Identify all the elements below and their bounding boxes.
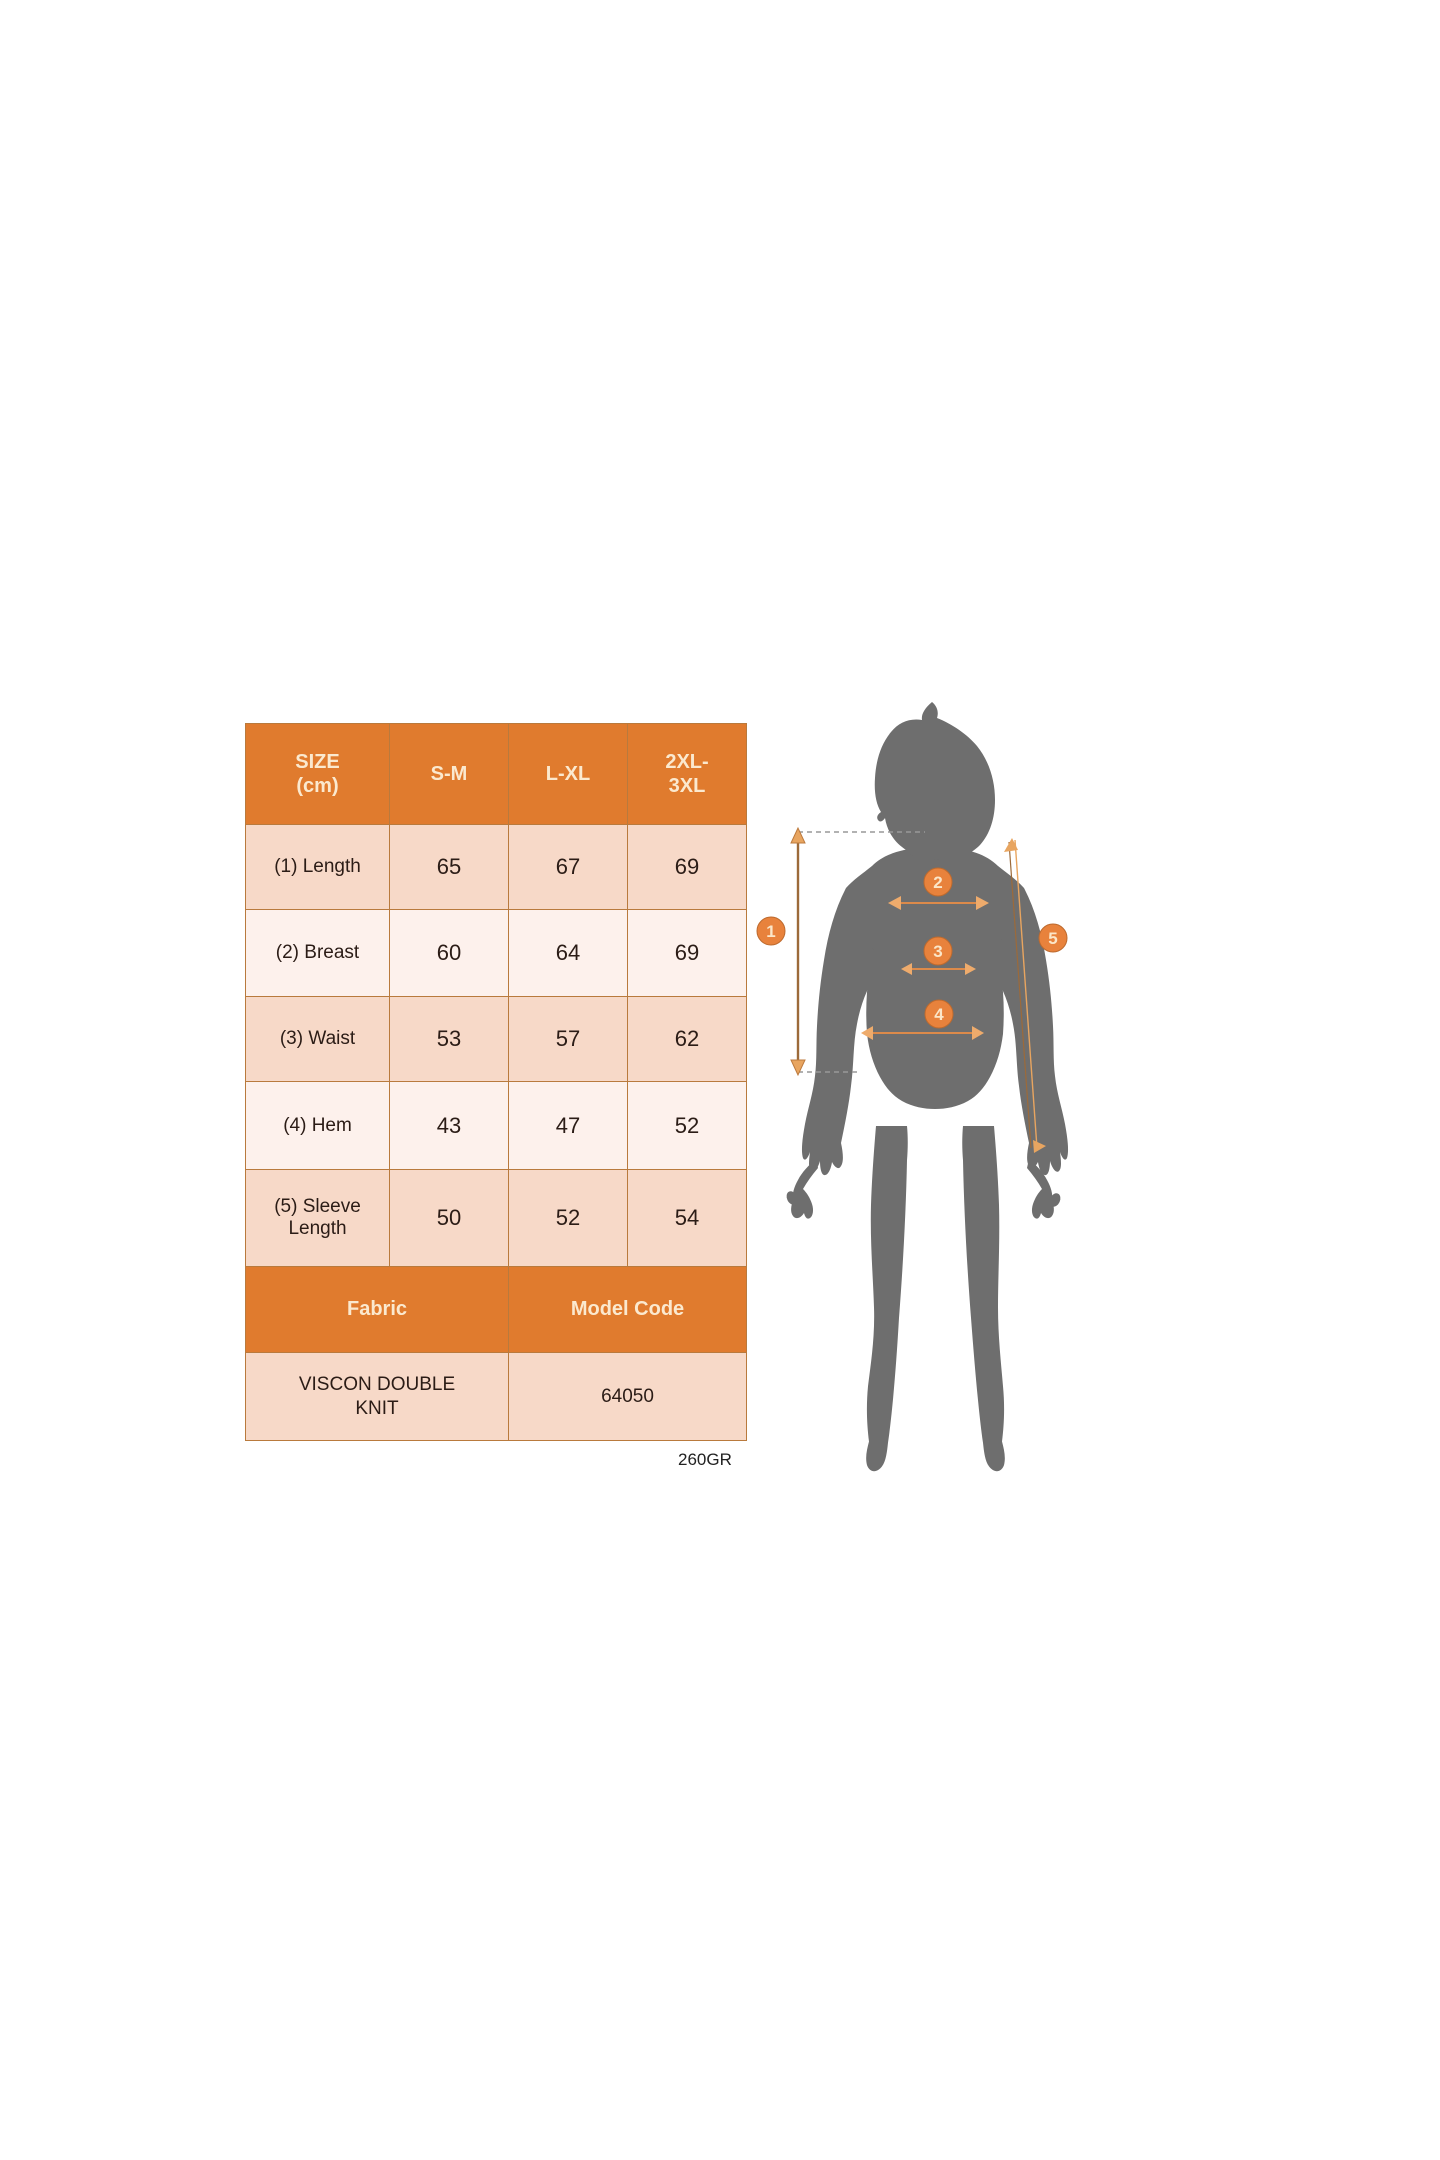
svg-text:1: 1 bbox=[766, 922, 775, 941]
